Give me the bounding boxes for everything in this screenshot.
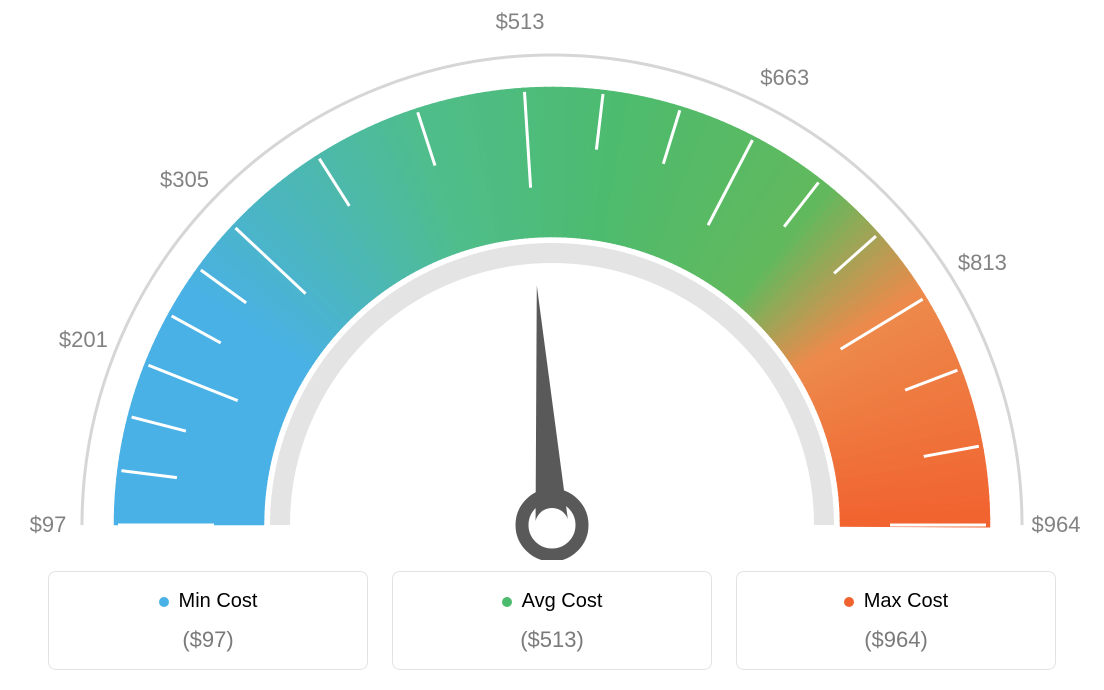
legend-row: Min Cost ($97) Avg Cost ($513) Max Cost …: [0, 571, 1104, 670]
gauge-tick-label: $663: [760, 65, 809, 91]
cost-gauge: $97 $201 $305 $513 $663 $813 $964: [0, 0, 1104, 560]
legend-value-avg: ($513): [393, 627, 711, 653]
gauge-tick-label: $513: [496, 9, 545, 35]
gauge-tick-label: $964: [1032, 512, 1081, 538]
legend-dot-max: [844, 597, 854, 607]
legend-dot-min: [159, 597, 169, 607]
legend-value-max: ($964): [737, 627, 1055, 653]
legend-title-avg: Avg Cost: [502, 590, 603, 613]
gauge-tick-label: $305: [160, 167, 209, 193]
legend-card-avg: Avg Cost ($513): [392, 571, 712, 670]
legend-value-min: ($97): [49, 627, 367, 653]
legend-title-min: Min Cost: [159, 590, 258, 613]
gauge-tick-label: $97: [30, 512, 67, 538]
gauge-svg: [0, 0, 1104, 560]
legend-title-max: Max Cost: [844, 590, 948, 613]
gauge-tick-label: $813: [958, 250, 1007, 276]
legend-card-max: Max Cost ($964): [736, 571, 1056, 670]
legend-card-min: Min Cost ($97): [48, 571, 368, 670]
gauge-tick-label: $201: [59, 327, 108, 353]
legend-label-min: Min Cost: [179, 590, 258, 613]
legend-label-max: Max Cost: [864, 590, 948, 613]
legend-dot-avg: [502, 597, 512, 607]
legend-label-avg: Avg Cost: [522, 590, 603, 613]
